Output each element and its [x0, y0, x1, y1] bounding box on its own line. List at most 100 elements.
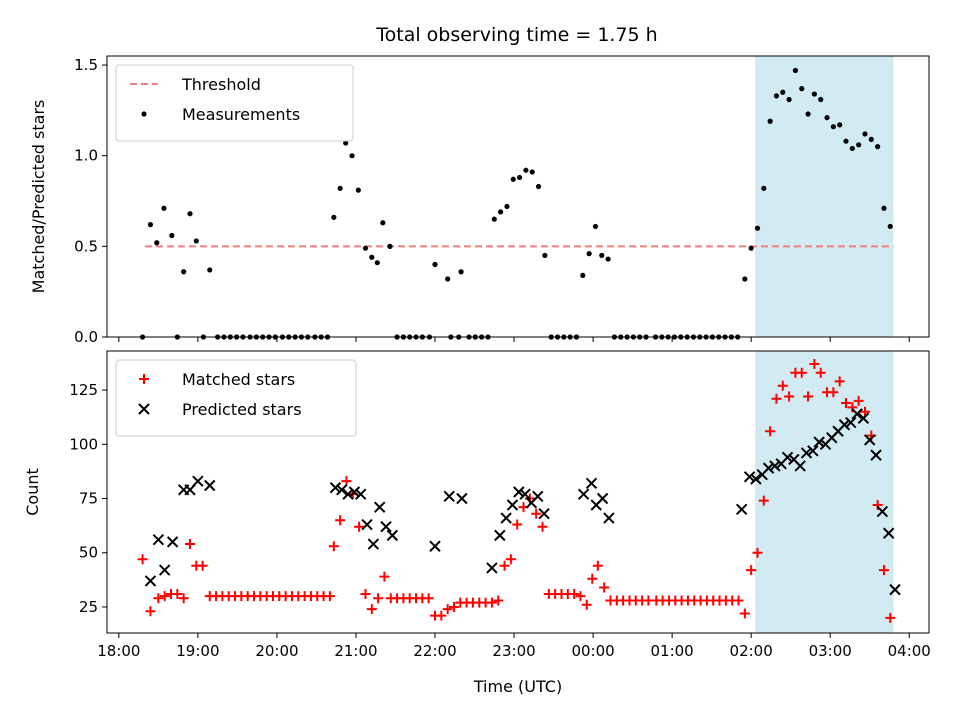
- bottom-ytick-label-0: 25: [79, 598, 98, 616]
- top-measurements-point-61: [535, 183, 542, 190]
- top-legend: Threshold Measurements: [115, 64, 354, 142]
- bottom-xtick-label-8: 02:00: [730, 642, 773, 660]
- bottom-matched-stars-point-73: [599, 582, 610, 593]
- top-measurements-point-68: [580, 272, 586, 278]
- bottom-matched-stars-point-3: [159, 591, 170, 602]
- bottom-xtick-label-2: 20:00: [255, 642, 298, 660]
- bottom-predicted-stars-point-15: [373, 501, 386, 513]
- bottom-axes-frame: [106, 350, 930, 634]
- top-measurements-point-38: [387, 243, 393, 249]
- top-measurements-point-6: [181, 269, 187, 275]
- top-legend-measurements-swatch: [141, 111, 147, 117]
- bottom-matched-stars-point-94: [733, 595, 744, 606]
- bottom-xtick-label-3: 21:00: [334, 642, 377, 660]
- bottom-legend-predicted-stars-point-0: [138, 403, 150, 415]
- bottom-ytick-label-2: 75: [79, 490, 98, 508]
- top-measurements-point-8: [193, 238, 199, 244]
- top-measurements-point-2: [154, 240, 160, 246]
- top-ytick-label-3: 1.5: [74, 56, 98, 74]
- bottom-matched-stars-point-70: [581, 599, 592, 610]
- bottom-legend-predicted-stars-label: Predicted stars: [182, 400, 302, 419]
- bottom-predicted-stars-point-33: [596, 492, 609, 505]
- bottom-predicted-stars-point-8: [329, 481, 342, 494]
- bottom-matched-stars-point-34: [354, 521, 365, 532]
- top-measurements-point-7: [187, 211, 193, 217]
- bottom-predicted-stars-point-42: [781, 451, 794, 463]
- bottom-ytick-label-3: 100: [69, 435, 98, 453]
- top-measurements-point-62: [542, 252, 548, 259]
- bottom-ytick-label-1: 50: [79, 544, 98, 562]
- bottom-legend-matched-stars-point-0: [139, 374, 149, 384]
- top-ytick-label-1: 0.5: [74, 237, 98, 255]
- bottom-matched-stars-point-96: [746, 565, 757, 576]
- top-measurements-point-95: [754, 225, 761, 231]
- bottom-xtick-label-4: 22:00: [413, 642, 456, 660]
- top-measurements-point-111: [856, 142, 862, 148]
- bottom-matched-stars-point-109: [828, 387, 839, 398]
- top-measurements-point-10: [207, 267, 213, 273]
- top-measurements-point-113: [868, 136, 874, 142]
- bottom-matched-stars-point-106: [809, 359, 820, 370]
- bottom-predicted-stars-point-26: [519, 488, 531, 500]
- bottom-predicted-stars-point-7: [204, 479, 216, 492]
- bottom-matched-stars-point-59: [512, 519, 523, 530]
- bottom-predicted-stars-point-19: [443, 490, 455, 503]
- bottom-predicted-stars-point-44: [794, 460, 806, 472]
- bottom-predicted-stars-point-37: [750, 473, 762, 485]
- bottom-matched-stars-point-72: [592, 560, 603, 571]
- bottom-matched-stars-point-9: [197, 560, 208, 571]
- bottom-matched-stars-point-97: [752, 547, 763, 558]
- bottom-predicted-stars-point-30: [577, 488, 590, 500]
- bottom-predicted-stars-point-11: [348, 486, 361, 498]
- top-measurements-point-102: [799, 86, 805, 92]
- bottom-matched-stars-point-37: [373, 593, 384, 604]
- bottom-matched-stars-point-30: [328, 541, 339, 552]
- bottom-predicted-stars-point-18: [429, 540, 441, 552]
- bottom-matched-stars-point-0: [137, 554, 148, 565]
- bottom-xtick-label-5: 23:00: [492, 642, 535, 660]
- bottom-xtick-label-10: 04:00: [888, 642, 931, 660]
- top-measurements-point-104: [811, 91, 817, 97]
- bottom-matched-stars-point-111: [841, 398, 852, 409]
- top-measurements-point-96: [761, 185, 767, 191]
- top-measurements-point-60: [529, 169, 535, 175]
- bottom-matched-stars-point-99: [765, 426, 776, 437]
- top-measurements-point-56: [504, 203, 510, 210]
- bottom-matched-stars-point-36: [366, 604, 377, 615]
- bottom-matched-stars-point-38: [379, 571, 390, 582]
- top-legend-measurements-label: Measurements: [182, 105, 300, 124]
- bottom-predicted-stars-point-40: [769, 460, 781, 472]
- top-legend-box: [115, 64, 354, 142]
- bottom-xtick-label-6: 00:00: [571, 642, 614, 660]
- bottom-matched-stars-point-32: [341, 476, 352, 487]
- bottom-predicted-stars-point-21: [486, 562, 498, 574]
- top-measurements-point-98: [773, 93, 780, 99]
- bottom-panel: 25 50 75 100 125 18:00 19:00 20:00 21:00 22:00 23:…: [23, 350, 931, 696]
- top-measurements-point-99: [780, 89, 786, 95]
- bottom-matched-stars-point-71: [587, 573, 598, 584]
- top-panel: 0.0 0.5 1.0 1.5 Matched/Predicted stars Thres…: [29, 55, 930, 346]
- top-measurements-point-107: [830, 124, 836, 130]
- bottom-matched-stars-point-112: [847, 402, 858, 413]
- top-measurements-point-103: [805, 111, 811, 117]
- top-measurements-point-97: [767, 118, 773, 124]
- top-measurements-point-93: [742, 276, 748, 282]
- bottom-matched-stars-point-100: [771, 393, 782, 404]
- bottom-matched-stars-point-48: [442, 604, 453, 615]
- top-measurements-point-69: [586, 251, 592, 257]
- bottom-matched-stars-point-62: [531, 508, 542, 519]
- bottom-xtick-label-1: 19:00: [176, 642, 219, 660]
- bottom-xlabel: Time (UTC): [473, 677, 562, 696]
- top-ylabel: Matched/Predicted stars: [29, 100, 48, 294]
- bottom-matched-stars-point-104: [796, 367, 807, 378]
- bottom-predicted-stars-point-58: [882, 527, 895, 539]
- bottom-predicted-stars-point-0: [144, 575, 157, 587]
- top-measurements-point-47: [458, 269, 464, 275]
- bottom-predicted-stars-point-54: [857, 412, 870, 424]
- bottom-matched-stars-point-117: [878, 565, 889, 576]
- bottom-matched-stars-point-49: [448, 601, 459, 612]
- bottom-matched-stars-point-69: [575, 591, 586, 602]
- bottom-matched-stars-point-6: [178, 593, 189, 604]
- bottom-xtick-label-7: 01:00: [651, 642, 694, 660]
